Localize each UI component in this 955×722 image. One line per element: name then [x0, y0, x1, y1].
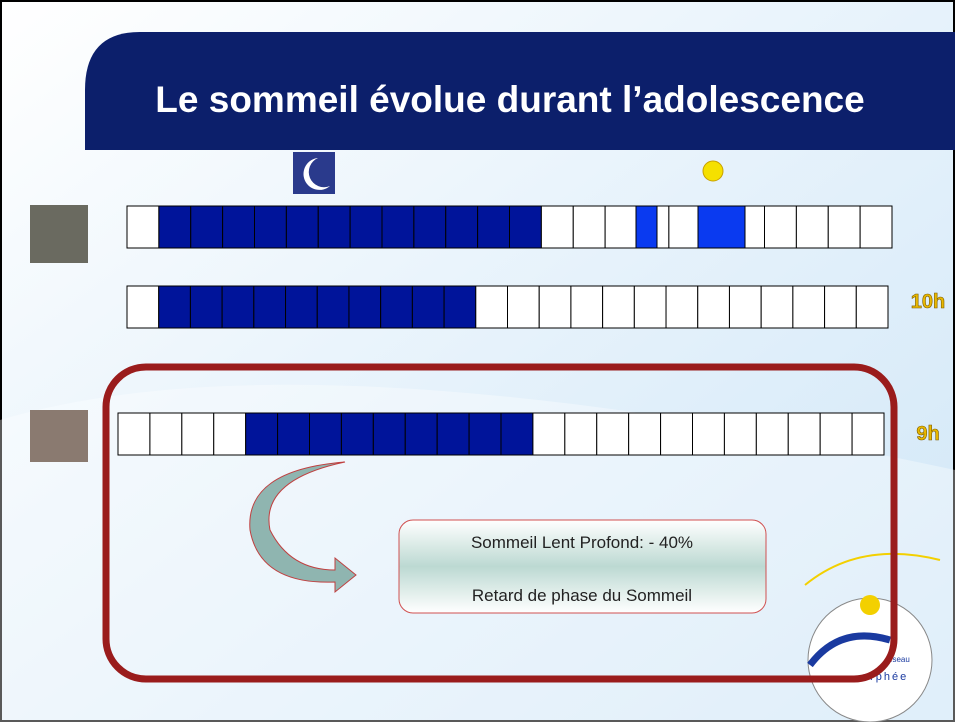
- grid-cell: [348, 285, 382, 329]
- grid-cell: [285, 205, 319, 249]
- grid-cell: [572, 205, 606, 249]
- grid-cell: [859, 205, 893, 249]
- grid-cell: [570, 285, 604, 329]
- grid-cell: [253, 285, 287, 329]
- grid-cell: [475, 285, 508, 329]
- grid-cell: [855, 285, 889, 329]
- grid-cell: [222, 205, 255, 249]
- callout-box: [398, 519, 767, 614]
- grid-cell: [340, 412, 374, 456]
- callout-text: Retard de phase du Sommeil: [472, 586, 692, 605]
- grid-cell: [190, 205, 224, 249]
- grid-cell: [540, 205, 574, 249]
- grid-cell: [755, 412, 789, 456]
- grid-cell: [349, 205, 383, 249]
- grid-cell: [602, 285, 635, 329]
- grid-cell: [277, 412, 311, 456]
- grid-cell: [728, 285, 762, 329]
- grid-cell: [158, 205, 192, 249]
- grid-cell: [468, 412, 502, 456]
- arrow: [249, 461, 357, 594]
- logo-circle: [807, 597, 933, 722]
- grid-cell: [309, 412, 342, 456]
- moon: [303, 158, 330, 190]
- grid-cell: [285, 285, 318, 329]
- grid-cell: [633, 285, 667, 329]
- grid-cell: [596, 412, 630, 456]
- row-label: 9h: [916, 423, 939, 445]
- grid-cell: [697, 205, 746, 249]
- grid-cell: [158, 285, 191, 329]
- title: Le sommeil évolue durant l’adolescence: [155, 79, 864, 120]
- grid-cell: [181, 412, 215, 456]
- grid-cell: [245, 412, 279, 456]
- grid-cell: [824, 285, 857, 329]
- grid-cell: [723, 412, 757, 456]
- title-band: [85, 32, 955, 150]
- grid-cell: [764, 205, 797, 249]
- grid-cell: [221, 285, 255, 329]
- sun-icon: [702, 160, 724, 182]
- grid-cell: [692, 412, 725, 456]
- grid-cell: [316, 285, 350, 329]
- sleep-grids: [117, 205, 893, 456]
- grid-cell: [372, 412, 406, 456]
- callout-text: Sommeil Lent Profond: - 40%: [471, 533, 693, 552]
- logo-small: eseau: [888, 655, 910, 664]
- logo-arc: [804, 552, 941, 586]
- baby-photo: [30, 205, 88, 263]
- grid-cell: [827, 205, 861, 249]
- grid-cell: [604, 205, 638, 249]
- grid-cell: [445, 205, 479, 249]
- row-label: 10h: [911, 291, 945, 313]
- grid-cell: [443, 285, 477, 329]
- grid-cell: [413, 205, 447, 249]
- grid-cell: [628, 412, 662, 456]
- grid-cell: [436, 412, 470, 456]
- grid-cell: [509, 205, 542, 249]
- highlight-frame: [102, 363, 898, 683]
- grid-cell: [635, 205, 658, 249]
- grid-cell: [532, 412, 566, 456]
- grid-cell: [411, 285, 445, 329]
- grid-cell: [819, 412, 853, 456]
- grid-cell: [760, 285, 794, 329]
- grid-cell: [697, 285, 730, 329]
- teen-photo: [30, 410, 88, 462]
- logo-swoosh: [807, 632, 892, 668]
- grid-cell: [507, 285, 540, 329]
- grid-cell: [254, 205, 287, 249]
- grid-cell: [665, 285, 699, 329]
- grid-cell: [404, 412, 438, 456]
- grid-cell: [126, 285, 160, 329]
- grid-cell: [213, 412, 247, 456]
- grid-cell: [668, 205, 702, 249]
- grid-cell: [500, 412, 534, 456]
- grid-cell: [477, 205, 510, 249]
- grid-cell: [787, 412, 821, 456]
- logo-dot: [860, 595, 880, 615]
- grid-cell: [564, 412, 598, 456]
- grid-cell: [126, 205, 160, 249]
- grid-cell: [380, 285, 413, 329]
- grid-cell: [851, 412, 885, 456]
- grid-cell: [189, 285, 223, 329]
- grid-cell: [381, 205, 415, 249]
- grid-cell: [660, 412, 693, 456]
- grid-cell: [538, 285, 572, 329]
- grid-cell: [795, 205, 829, 249]
- grid-cell: [792, 285, 826, 329]
- grid-cell: [317, 205, 351, 249]
- grid-cell: [117, 412, 151, 456]
- grid-cell: [149, 412, 183, 456]
